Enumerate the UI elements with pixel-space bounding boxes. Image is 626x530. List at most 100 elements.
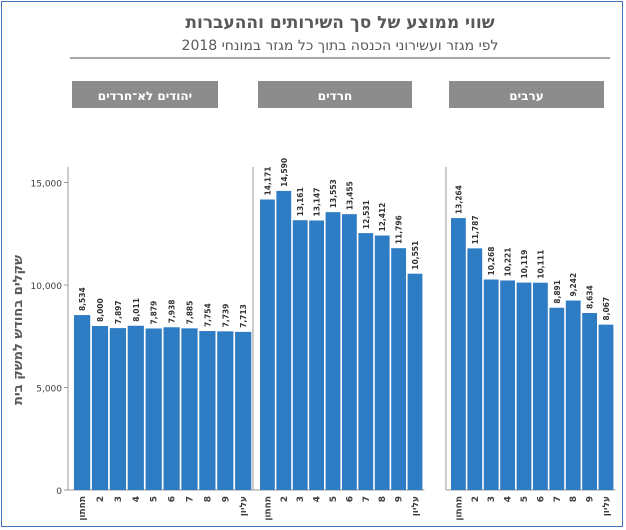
bar-0-7 (109, 328, 126, 490)
value-label-2-2: 9,242 (569, 273, 578, 297)
x-tick-label-0-1: 9 (221, 496, 231, 502)
value-label-2-7: 10,268 (487, 247, 496, 276)
x-tick-label-0-7: 3 (114, 496, 124, 502)
value-label-1-2: 12,412 (378, 203, 387, 232)
x-tick-label-1-3: 7 (362, 496, 372, 502)
x-tick-label-2-9: תחתון (454, 496, 464, 521)
value-label-2-4: 10,111 (536, 250, 545, 279)
panel-header-0 (72, 81, 218, 108)
bar-0-5 (145, 328, 162, 490)
bar-1-6 (309, 220, 324, 490)
value-label-0-8: 8,000 (96, 298, 105, 322)
value-label-0-2: 7,754 (203, 303, 212, 327)
value-label-2-8: 11,787 (471, 215, 480, 244)
value-label-1-4: 13,455 (345, 181, 354, 210)
value-label-0-3: 7,885 (186, 301, 195, 325)
value-label-1-7: 13,161 (296, 187, 305, 216)
x-tick-label-1-1: 9 (395, 496, 405, 502)
value-label-2-9: 13,264 (454, 185, 463, 214)
bar-0-9 (74, 315, 91, 490)
bar-2-8 (467, 248, 483, 490)
value-label-1-3: 12,531 (362, 200, 371, 229)
value-label-0-4: 7,938 (168, 300, 177, 324)
bar-2-4 (533, 282, 548, 490)
x-tick-label-1-0: עליון (411, 496, 421, 516)
y-axis-label: שקלים בחודש למשק בית (11, 255, 26, 405)
panel-header-1 (258, 81, 412, 108)
bar-2-3 (549, 307, 565, 490)
bar-0-1 (217, 331, 234, 490)
x-tick-label-2-6: 4 (504, 496, 514, 502)
x-tick-label-2-0: עליון (602, 496, 612, 516)
x-tick-label-2-8: 2 (471, 496, 481, 502)
panel-header-2 (449, 81, 604, 108)
bar-0-4 (163, 327, 180, 490)
value-label-0-1: 7,739 (221, 304, 230, 328)
x-tick-label-1-5: 5 (329, 496, 339, 502)
chart-subtitle: לפי מגזר ועשירוני הכנסה בתוך כל מגזר במו… (182, 38, 499, 54)
value-label-2-0: 8,067 (602, 297, 611, 321)
x-tick-label-0-8: 2 (96, 496, 106, 502)
x-tick-label-1-9: תחתון (263, 496, 273, 521)
x-tick-label-2-7: 3 (487, 496, 497, 502)
value-label-0-9: 8,534 (78, 287, 87, 311)
value-label-0-5: 7,879 (150, 301, 159, 325)
panel-header-label-1: חרדים (318, 89, 352, 103)
x-tick-label-1-2: 8 (378, 496, 388, 502)
chart-title: שווי ממוצע של סך השירותים וההעברות (185, 13, 494, 33)
x-tick-label-2-2: 8 (569, 496, 579, 502)
x-tick-label-0-5: 5 (150, 496, 160, 502)
x-tick-label-1-6: 4 (313, 496, 323, 502)
x-tick-label-0-9: תחתון (78, 496, 88, 521)
bar-2-1 (582, 313, 597, 490)
x-tick-label-2-1: 9 (586, 496, 596, 502)
value-label-1-5: 13,553 (329, 179, 338, 208)
x-tick-label-2-5: 5 (520, 496, 530, 502)
value-label-2-3: 8,891 (553, 280, 562, 304)
bar-2-0 (598, 324, 614, 490)
bar-2-5 (516, 282, 532, 490)
value-label-2-5: 10,119 (520, 250, 529, 279)
panel-header-label-2: ערבים (509, 89, 543, 103)
value-label-1-9: 14,171 (263, 167, 272, 196)
bar-1-1 (391, 248, 406, 490)
y-tick-label-3: 15,000 (31, 180, 63, 190)
x-tick-label-2-4: 6 (536, 496, 546, 502)
x-tick-label-0-0: עליון (239, 496, 249, 516)
value-label-2-6: 10,221 (504, 248, 513, 277)
x-tick-label-2-3: 7 (553, 496, 563, 502)
bar-1-7 (292, 220, 308, 490)
x-tick-label-0-2: 8 (203, 496, 213, 502)
value-label-1-8: 14,590 (280, 158, 289, 187)
x-tick-label-1-4: 6 (345, 496, 355, 502)
bar-0-8 (91, 326, 109, 490)
bar-2-7 (483, 279, 499, 490)
y-tick-label-1: 5,000 (36, 385, 62, 395)
bar-1-9 (260, 199, 275, 490)
value-label-1-0: 10,551 (411, 241, 420, 270)
bar-0-2 (199, 331, 216, 490)
value-label-2-1: 8,634 (586, 285, 595, 309)
panel-header-label-0: יהודים לא־חרדים (98, 89, 192, 103)
x-tick-label-0-4: 6 (168, 496, 178, 502)
x-tick-label-1-8: 2 (280, 496, 290, 502)
bar-2-2 (565, 300, 581, 490)
bar-0-3 (181, 328, 198, 490)
bar-1-4 (342, 214, 357, 491)
bar-2-9 (451, 218, 466, 490)
y-tick-label-2: 10,000 (31, 282, 63, 292)
value-label-0-7: 7,897 (114, 300, 123, 324)
bar-2-6 (500, 280, 515, 490)
y-tick-label-0: 0 (56, 487, 62, 497)
value-label-0-6: 8,011 (132, 298, 141, 322)
value-label-1-6: 13,147 (313, 188, 322, 217)
bar-0-6 (127, 325, 144, 490)
bar-1-5 (325, 212, 341, 490)
value-label-1-1: 11,796 (395, 215, 404, 244)
bar-1-3 (358, 233, 374, 490)
bar-1-2 (374, 235, 390, 490)
x-tick-label-1-7: 3 (296, 496, 306, 502)
x-tick-label-0-3: 7 (186, 496, 196, 502)
